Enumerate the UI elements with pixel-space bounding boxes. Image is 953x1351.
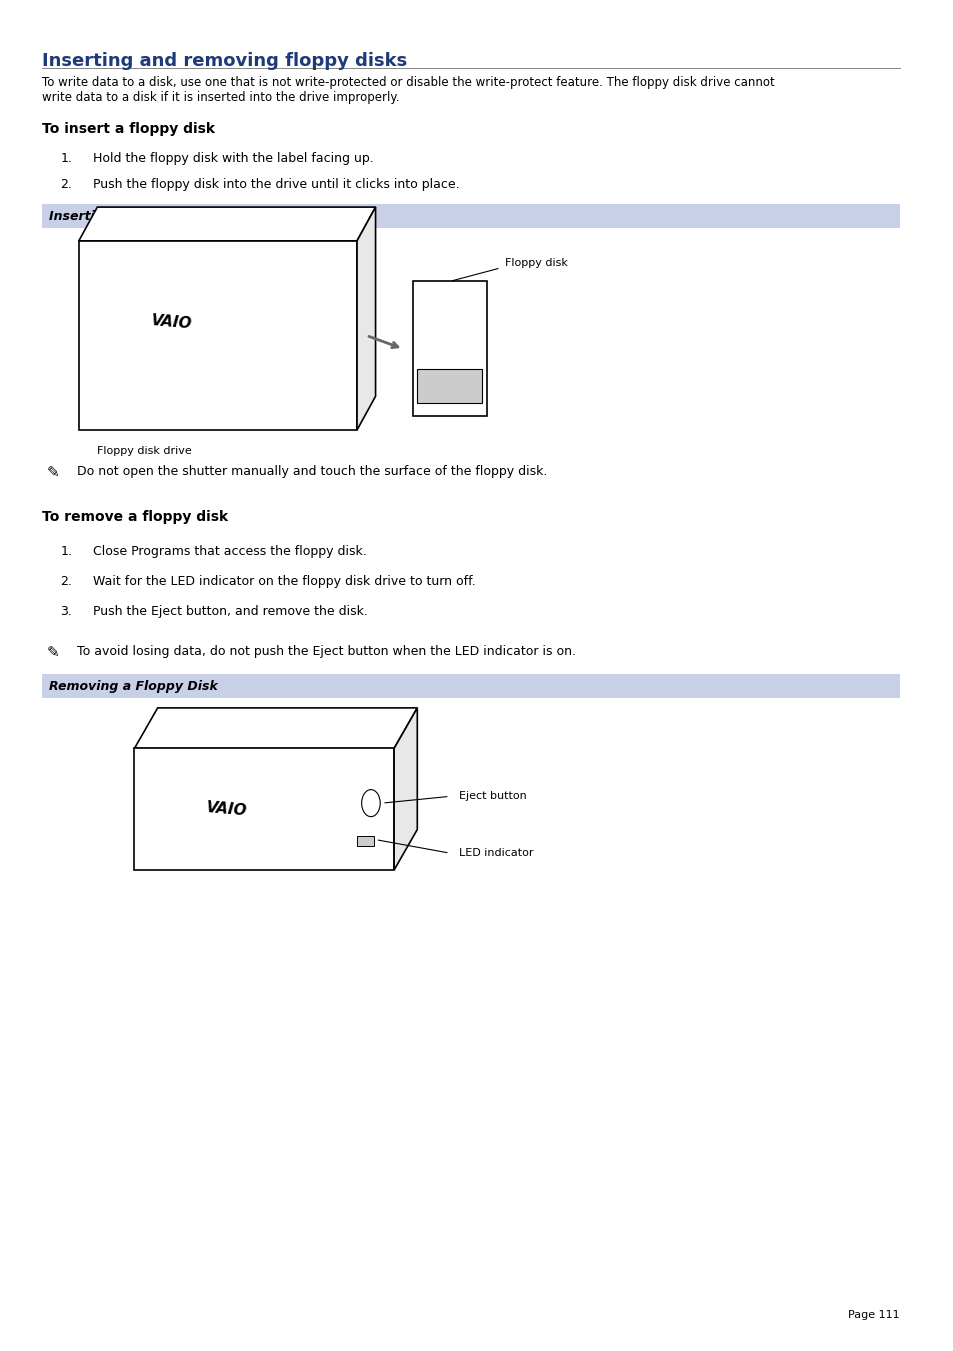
Text: ✎: ✎: [47, 465, 59, 480]
Text: Hold the floppy disk with the label facing up.: Hold the floppy disk with the label faci…: [92, 153, 373, 165]
Text: To insert a floppy disk: To insert a floppy disk: [42, 122, 214, 136]
Bar: [42, 204, 899, 228]
Text: LED indicator: LED indicator: [458, 848, 533, 858]
Text: Push the Eject button, and remove the disk.: Push the Eject button, and remove the di…: [92, 605, 367, 617]
Text: VAIO: VAIO: [206, 800, 248, 819]
Text: To avoid losing data, do not push the Eject button when the LED indicator is on.: To avoid losing data, do not push the Ej…: [77, 644, 576, 658]
Text: Floppy disk drive: Floppy disk drive: [97, 446, 192, 457]
Polygon shape: [356, 207, 375, 430]
Bar: [356, 835, 374, 846]
Polygon shape: [394, 708, 416, 870]
Text: To write data to a disk, use one that is not write-protected or disable the writ: To write data to a disk, use one that is…: [42, 76, 774, 104]
Text: VAIO: VAIO: [151, 312, 193, 331]
Text: Wait for the LED indicator on the floppy disk drive to turn off.: Wait for the LED indicator on the floppy…: [92, 576, 475, 588]
Polygon shape: [79, 207, 375, 240]
Text: Eject button: Eject button: [458, 792, 526, 801]
Text: Close Programs that access the floppy disk.: Close Programs that access the floppy di…: [92, 544, 366, 558]
Polygon shape: [134, 748, 394, 870]
Text: Removing a Floppy Disk: Removing a Floppy Disk: [50, 680, 218, 693]
Text: Page 111: Page 111: [847, 1310, 899, 1320]
Polygon shape: [134, 708, 416, 748]
Text: 2.: 2.: [60, 178, 72, 190]
Text: 2.: 2.: [60, 576, 72, 588]
Polygon shape: [413, 281, 486, 416]
Polygon shape: [79, 240, 356, 430]
Text: ✎: ✎: [47, 644, 59, 661]
Bar: [42, 674, 899, 698]
Text: 3.: 3.: [60, 605, 72, 617]
Text: Floppy disk: Floppy disk: [505, 258, 568, 267]
Bar: [416, 369, 481, 403]
Text: Push the floppy disk into the drive until it clicks into place.: Push the floppy disk into the drive unti…: [92, 178, 459, 190]
Circle shape: [361, 789, 380, 816]
Text: 1.: 1.: [60, 153, 72, 165]
Text: Inserting and removing floppy disks: Inserting and removing floppy disks: [42, 51, 407, 70]
Text: 1.: 1.: [60, 544, 72, 558]
Text: Do not open the shutter manually and touch the surface of the floppy disk.: Do not open the shutter manually and tou…: [77, 465, 547, 478]
Text: To remove a floppy disk: To remove a floppy disk: [42, 509, 228, 524]
Text: Inserting a Floppy Disk: Inserting a Floppy Disk: [50, 209, 213, 223]
